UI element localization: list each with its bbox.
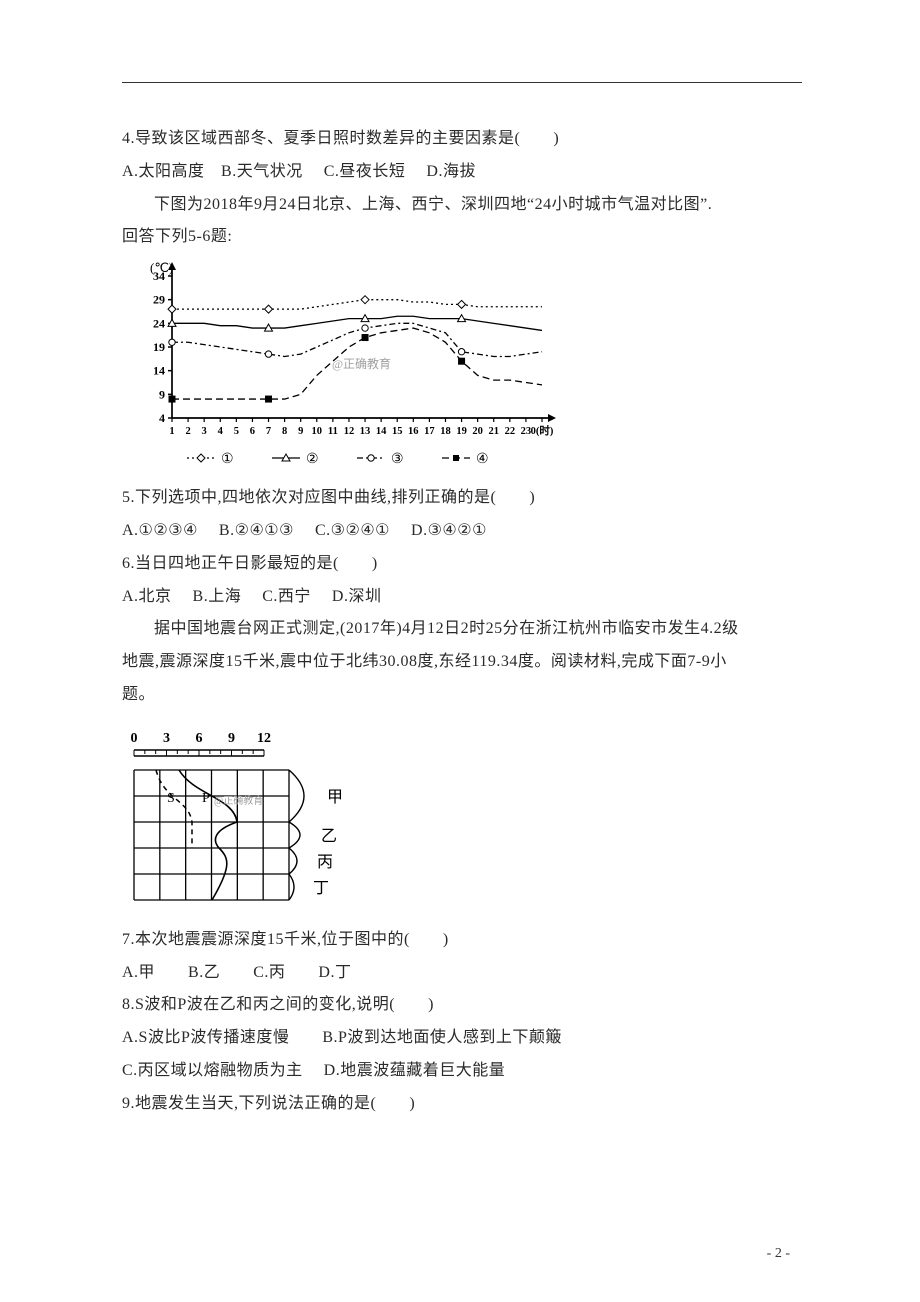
svg-text:@正确教育: @正确教育 bbox=[332, 356, 391, 371]
q8-stem: 8.S波和P波在乙和丙之间的变化,说明( ) bbox=[122, 989, 802, 1022]
svg-text:7: 7 bbox=[266, 426, 271, 437]
q4-options: A.太阳高度 B.天气状况 C.昼夜长短 D.海拔 bbox=[122, 156, 802, 189]
svg-text:17: 17 bbox=[424, 426, 435, 437]
svg-text:S: S bbox=[167, 791, 175, 806]
svg-text:甲: 甲 bbox=[327, 789, 343, 806]
svg-text:34: 34 bbox=[153, 269, 165, 283]
svg-text:6: 6 bbox=[196, 731, 203, 746]
svg-text:19: 19 bbox=[153, 340, 165, 354]
svg-text:23: 23 bbox=[521, 426, 532, 437]
svg-text:21: 21 bbox=[488, 426, 499, 437]
svg-text:0: 0 bbox=[131, 731, 138, 746]
svg-text:@正确教育: @正确教育 bbox=[214, 794, 263, 807]
svg-text:12: 12 bbox=[257, 731, 271, 746]
svg-text:24: 24 bbox=[153, 317, 165, 331]
page-number: - 2 - bbox=[767, 1246, 790, 1262]
svg-text:2: 2 bbox=[185, 426, 190, 437]
q8-options-cd: C.丙区域以熔融物质为主 D.地震波蕴藏着巨大能量 bbox=[122, 1055, 802, 1088]
svg-text:14: 14 bbox=[376, 426, 387, 437]
svg-text:9: 9 bbox=[298, 426, 303, 437]
q8-options-ab: A.S波比P波传播速度慢 B.P波到达地面使人感到上下颠簸 bbox=[122, 1022, 802, 1055]
svg-text:8: 8 bbox=[282, 426, 287, 437]
svg-text:3: 3 bbox=[163, 731, 170, 746]
intro-5-6-line2: 回答下列5-6题: bbox=[122, 221, 802, 254]
intro-7-9-line3: 题。 bbox=[122, 679, 802, 712]
svg-text:丙: 丙 bbox=[317, 854, 333, 871]
q5-options: A.①②③④ B.②④①③ C.③②④① D.③④②① bbox=[122, 515, 802, 548]
q9-stem: 9.地震发生当天,下列说法正确的是( ) bbox=[122, 1088, 802, 1121]
svg-text:12: 12 bbox=[344, 426, 355, 437]
svg-text:9: 9 bbox=[228, 731, 235, 746]
q7-stem: 7.本次地震震源深度15千米,位于图中的( ) bbox=[122, 924, 802, 957]
intro-5-6-line1: 下图为2018年9月24日北京、上海、西宁、深圳四地“24小时城市气温对比图”. bbox=[122, 189, 802, 222]
svg-text:15: 15 bbox=[392, 426, 403, 437]
svg-text:29: 29 bbox=[153, 293, 165, 307]
svg-text:22: 22 bbox=[505, 426, 515, 437]
q7-options: A.甲 B.乙 C.丙 D.丁 bbox=[122, 957, 802, 990]
svg-text:4: 4 bbox=[218, 426, 224, 437]
svg-text:乙: 乙 bbox=[321, 828, 337, 845]
q6-options: A.北京 B.上海 C.西宁 D.深圳 bbox=[122, 581, 802, 614]
svg-text:20: 20 bbox=[472, 426, 483, 437]
svg-text:9: 9 bbox=[159, 388, 165, 402]
top-rule bbox=[122, 82, 802, 83]
svg-text:③: ③ bbox=[391, 452, 404, 467]
q4-stem: 4.导致该区域西部冬、夏季日照时数差异的主要因素是( ) bbox=[122, 123, 802, 156]
svg-text:11: 11 bbox=[328, 426, 338, 437]
seismic-diagram: 0 3 6 9 12 甲乙丙丁 S P @正确教育 bbox=[122, 720, 802, 920]
svg-text:P: P bbox=[202, 791, 210, 806]
svg-text:13: 13 bbox=[360, 426, 371, 437]
svg-text:④: ④ bbox=[476, 452, 489, 467]
svg-text:0(时): 0(时) bbox=[531, 424, 554, 437]
exam-page: 4.导致该区域西部冬、夏季日照时数差异的主要因素是( ) A.太阳高度 B.天气… bbox=[0, 0, 920, 1302]
svg-text:①: ① bbox=[221, 452, 234, 467]
intro-7-9-line1: 据中国地震台网正式测定,(2017年)4月12日2时25分在浙江杭州市临安市发生… bbox=[122, 613, 802, 646]
svg-text:3: 3 bbox=[202, 426, 207, 437]
svg-text:10: 10 bbox=[312, 426, 323, 437]
q6-stem: 6.当日四地正午日影最短的是( ) bbox=[122, 548, 802, 581]
intro-7-9-line2: 地震,震源深度15千米,震中位于北纬30.08度,东经119.34度。阅读材料,… bbox=[122, 646, 802, 679]
svg-text:丁: 丁 bbox=[313, 880, 329, 897]
q5-stem: 5.下列选项中,四地依次对应图中曲线,排列正确的是( ) bbox=[122, 482, 802, 515]
svg-text:6: 6 bbox=[250, 426, 255, 437]
svg-text:1: 1 bbox=[169, 426, 174, 437]
svg-text:②: ② bbox=[306, 452, 319, 467]
svg-text:14: 14 bbox=[153, 364, 165, 378]
svg-text:4: 4 bbox=[159, 411, 165, 425]
svg-text:18: 18 bbox=[440, 426, 451, 437]
svg-text:19: 19 bbox=[456, 426, 467, 437]
svg-text:16: 16 bbox=[408, 426, 419, 437]
svg-text:5: 5 bbox=[234, 426, 239, 437]
temperature-chart: (℃)4914192429341234567891011121314151617… bbox=[132, 258, 802, 478]
